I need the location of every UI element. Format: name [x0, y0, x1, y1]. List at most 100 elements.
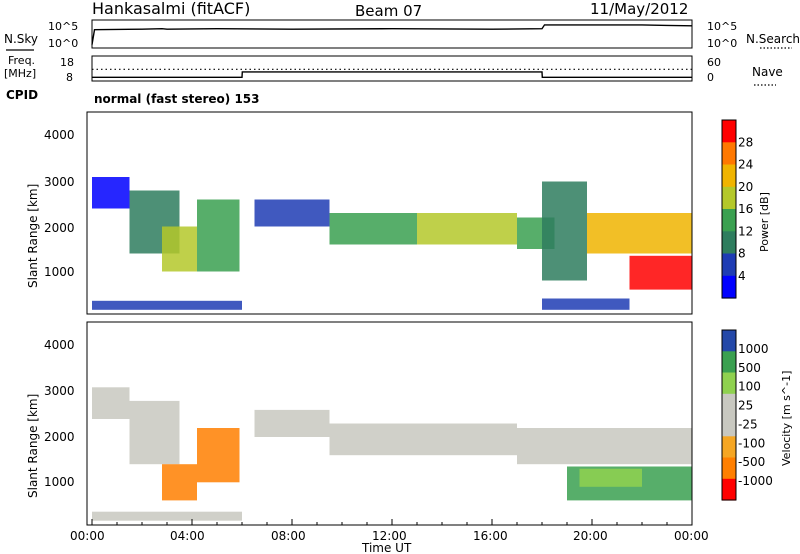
velocity-colorbar-tick-0: -1000 [738, 474, 773, 488]
power-colorbar-swatch-2 [722, 164, 736, 188]
power-colorbar-tick-0: 4 [738, 269, 746, 283]
xtick-1200: 12:00 [372, 529, 407, 543]
velocity-panel-border [86, 321, 693, 526]
velocity-region-5 [329, 423, 517, 456]
velocity-colorbar-tick-7: 1000 [738, 342, 769, 356]
velocity-region-0 [92, 387, 130, 419]
freq-label-line2: [MHz] [4, 67, 36, 80]
velocity-colorbar-tick-5: 100 [738, 380, 761, 394]
cpid-text: normal (fast stereo) 153 [94, 92, 260, 106]
velocity-region-1 [129, 400, 180, 465]
power-data-layer [92, 177, 692, 310]
power-region-8 [542, 181, 587, 281]
noise-left-tick-top: 10^5 [48, 20, 78, 33]
velocity-region-3 [197, 428, 240, 483]
power-region-10 [629, 255, 692, 290]
velocity-panel: 4000 3000 2000 1000 Slant Range [km] [26, 321, 693, 526]
noise-right-tick-bottom: 10^0 [707, 37, 737, 50]
velocity-ytick-3000: 3000 [44, 384, 75, 398]
power-ytick-2000: 2000 [44, 221, 75, 235]
velocity-region-6 [517, 428, 692, 465]
cpid-label: CPID [6, 88, 38, 102]
power-panel: 4000 3000 2000 1000 Slant Range [km] [26, 111, 693, 315]
nave-label: Nave [752, 65, 783, 79]
noise-sky-line [91, 24, 693, 45]
time-axis [91, 519, 693, 525]
xtick-0000: 00:00 [70, 529, 105, 543]
velocity-colorbar-swatch-4 [722, 415, 736, 437]
power-colorbar-swatch-5 [722, 231, 736, 255]
power-ytick-3000: 3000 [44, 175, 75, 189]
power-colorbar-tick-5: 24 [738, 158, 753, 172]
velocity-colorbar-swatch-0 [722, 330, 736, 352]
beam-title: Beam 07 [355, 2, 422, 20]
velocity-ytick-2000: 2000 [44, 430, 75, 444]
power-colorbar-swatch-3 [722, 186, 736, 210]
power-ylabel: Slant Range [km] [26, 184, 40, 288]
velocity-region-8 [579, 468, 642, 487]
xtick-0400: 04:00 [170, 529, 205, 543]
freq-panel: Freq. [MHz] 18 8 60 0 Nave [4, 54, 783, 86]
noise-left-tick-bottom: 10^0 [48, 37, 78, 50]
noise-right-label: N.Search [746, 32, 800, 46]
velocity-colorbar-swatch-5 [722, 436, 736, 459]
power-colorbar-tick-1: 8 [738, 247, 746, 261]
velocity-colorbar-frame [721, 329, 737, 501]
velocity-region-9 [92, 511, 242, 521]
velocity-colorbar-label: Velocity [m s^-1] [780, 371, 793, 466]
velocity-colorbar-swatch-6 [722, 457, 736, 480]
noise-right-tick-top: 10^5 [707, 20, 737, 33]
xtick-1600: 16:00 [473, 529, 508, 543]
power-region-5 [329, 213, 417, 245]
xtick-2000: 20:00 [573, 529, 608, 543]
velocity-colorbar-tick-2: -100 [738, 436, 765, 450]
power-region-11 [92, 300, 242, 310]
power-panel-border [86, 111, 693, 315]
power-colorbar-swatch-1 [722, 142, 736, 166]
power-colorbar-tick-3: 16 [738, 202, 753, 216]
power-region-6 [417, 213, 517, 245]
power-colorbar-tick-6: 28 [738, 135, 753, 149]
power-colorbar-frame [721, 119, 737, 299]
velocity-colorbar-tick-4: 25 [738, 399, 753, 413]
power-region-4 [254, 199, 330, 227]
power-colorbar-swatch-6 [722, 253, 736, 277]
noise-panel-frame [91, 19, 693, 49]
power-colorbar-swatch-4 [722, 209, 736, 232]
power-region-0 [92, 177, 130, 209]
velocity-ytick-4000: 4000 [44, 338, 75, 352]
xtick-2400: 00:00 [674, 529, 709, 543]
freq-left-tick-bottom: 8 [66, 71, 73, 84]
velocity-colorbar-swatch-2 [722, 372, 736, 395]
power-ytick-1000: 1000 [44, 265, 75, 279]
power-ytick-4000: 4000 [44, 128, 75, 142]
station-title: Hankasalmi (fitACF) [92, 0, 250, 18]
power-colorbar-swatch-0 [722, 120, 736, 143]
velocity-colorbar-swatch-1 [722, 351, 736, 374]
velocity-colorbar-tick-3: -25 [738, 417, 758, 431]
velocity-ytick-1000: 1000 [44, 475, 75, 489]
velocity-ylabel: Slant Range [km] [26, 394, 40, 498]
freq-panel-frame [91, 55, 693, 82]
power-colorbar-tick-2: 12 [738, 224, 753, 238]
nave-right-tick-bottom: 0 [707, 71, 714, 84]
velocity-colorbar: -1000 -500 -100 -25 25 100 500 1000 [721, 329, 773, 501]
velocity-region-4 [254, 409, 330, 437]
power-colorbar-swatch-7 [722, 275, 736, 299]
velocity-region-2 [162, 464, 197, 501]
xtick-0800: 08:00 [271, 529, 306, 543]
power-colorbar-tick-4: 20 [738, 180, 753, 194]
power-region-2 [162, 226, 197, 272]
nave-right-tick-top: 60 [707, 56, 721, 69]
velocity-colorbar-swatch-3 [722, 393, 736, 416]
power-colorbar: 4 8 12 16 20 24 28 [721, 119, 753, 299]
power-region-12 [542, 298, 630, 310]
velocity-colorbar-tick-1: -500 [738, 455, 765, 469]
velocity-colorbar-tick-6: 500 [738, 361, 761, 375]
power-region-9 [587, 213, 692, 254]
noise-panel: N.Sky 10^5 10^0 10^5 10^0 N.Search [4, 19, 800, 51]
freq-left-tick-top: 18 [60, 56, 74, 69]
power-colorbar-label: Power [dB] [758, 192, 771, 252]
freq-label-line1: Freq. [8, 54, 35, 67]
